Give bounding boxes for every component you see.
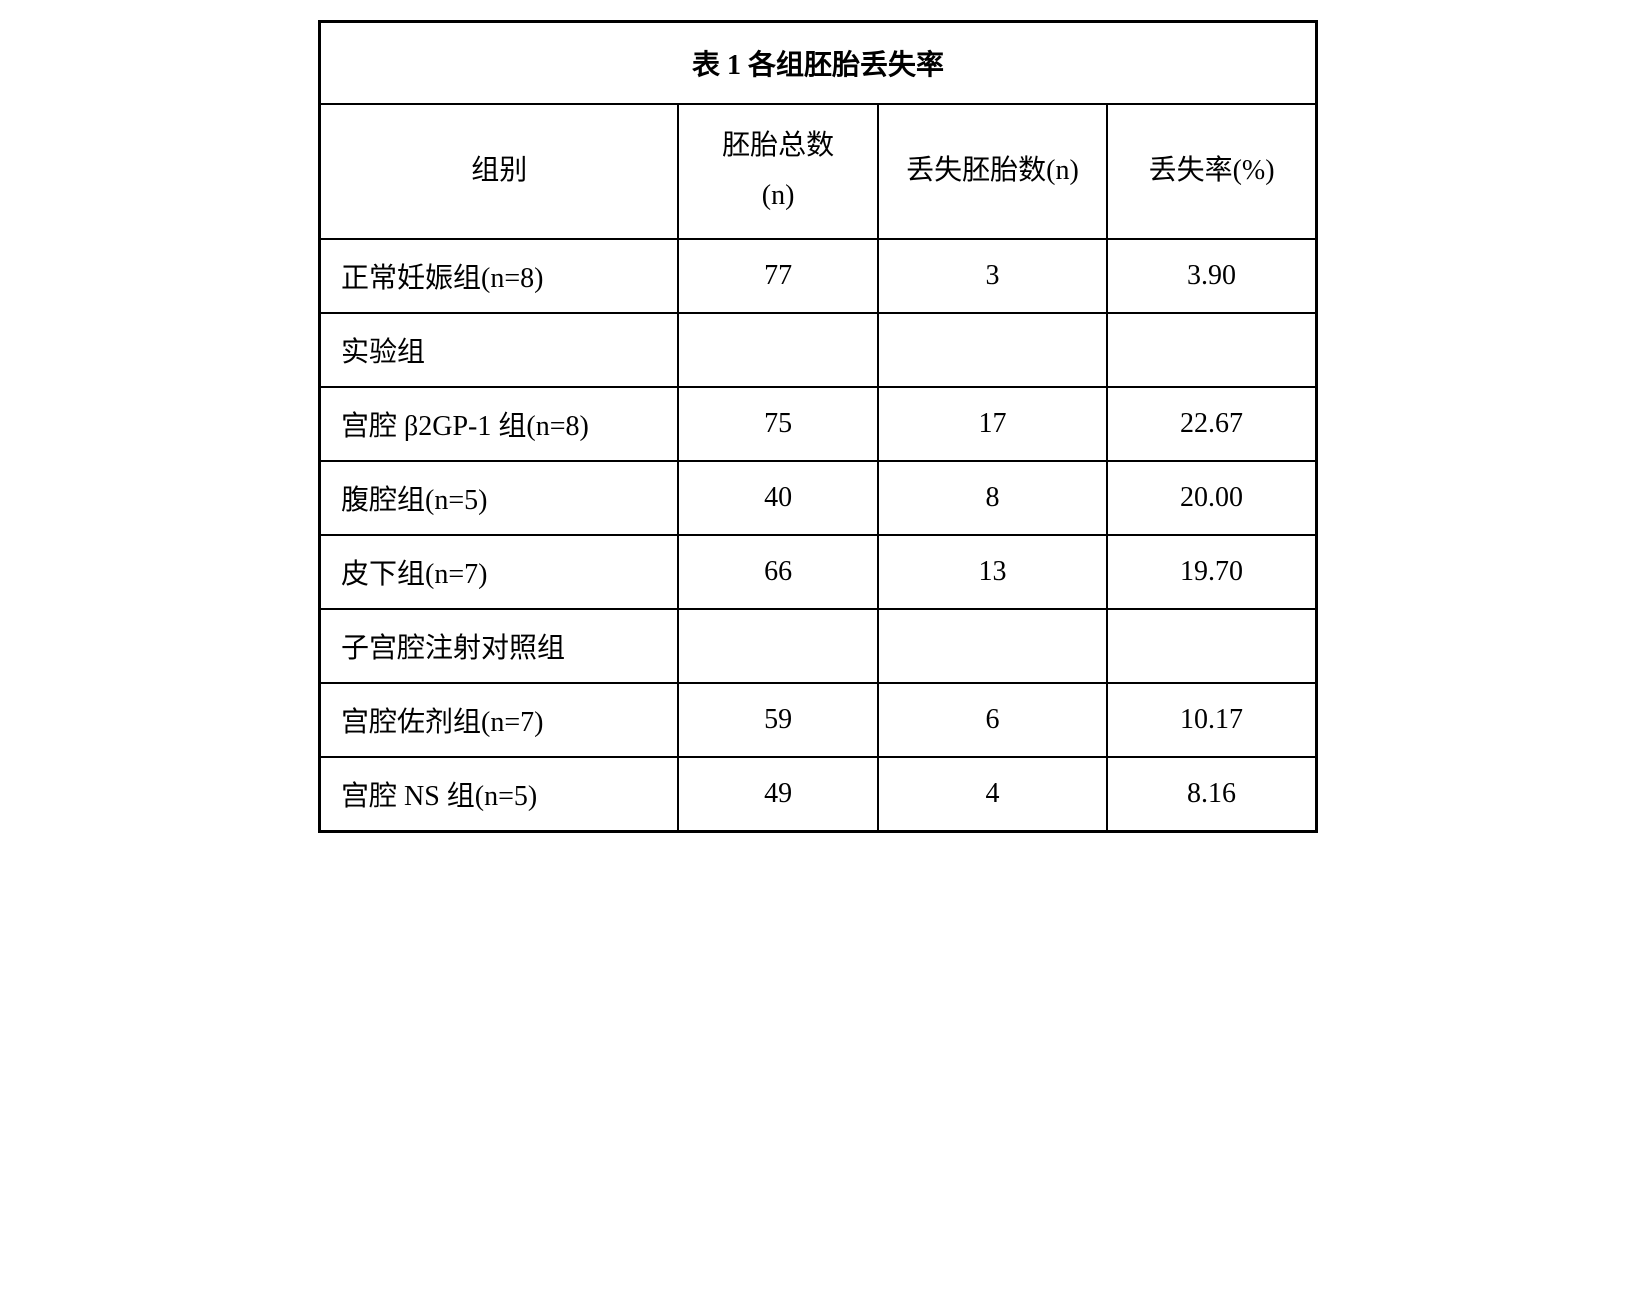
- cell-lost: 4: [878, 757, 1107, 832]
- embryo-loss-table: 表 1 各组胚胎丢失率 组别 胚胎总数(n) 丢失胚胎数(n) 丢失率(%) 正…: [318, 20, 1318, 833]
- table-row: 宫腔佐剂组(n=7) 59 6 10.17: [320, 683, 1317, 757]
- cell-group: 子宫腔注射对照组: [320, 609, 679, 683]
- table-container: 表 1 各组胚胎丢失率 组别 胚胎总数(n) 丢失胚胎数(n) 丢失率(%) 正…: [318, 20, 1318, 833]
- cell-lost: 17: [878, 387, 1107, 461]
- cell-total: 40: [678, 461, 877, 535]
- cell-total: [678, 609, 877, 683]
- table-row: 子宫腔注射对照组: [320, 609, 1317, 683]
- cell-rate: [1107, 313, 1316, 387]
- table-row: 宫腔 NS 组(n=5) 49 4 8.16: [320, 757, 1317, 832]
- cell-lost: 3: [878, 239, 1107, 313]
- cell-rate: 22.67: [1107, 387, 1316, 461]
- cell-rate: 19.70: [1107, 535, 1316, 609]
- table-header-row: 组别 胚胎总数(n) 丢失胚胎数(n) 丢失率(%): [320, 104, 1317, 239]
- col-header-total: 胚胎总数(n): [678, 104, 877, 239]
- col-header-lost: 丢失胚胎数(n): [878, 104, 1107, 239]
- cell-total: 66: [678, 535, 877, 609]
- cell-total: 75: [678, 387, 877, 461]
- col-header-rate: 丢失率(%): [1107, 104, 1316, 239]
- cell-lost: 8: [878, 461, 1107, 535]
- cell-group: 宫腔 β2GP-1 组(n=8): [320, 387, 679, 461]
- table-row: 宫腔 β2GP-1 组(n=8) 75 17 22.67: [320, 387, 1317, 461]
- cell-rate: 3.90: [1107, 239, 1316, 313]
- cell-rate: 20.00: [1107, 461, 1316, 535]
- cell-total: 77: [678, 239, 877, 313]
- table-row: 正常妊娠组(n=8) 77 3 3.90: [320, 239, 1317, 313]
- cell-group: 正常妊娠组(n=8): [320, 239, 679, 313]
- cell-group: 宫腔佐剂组(n=7): [320, 683, 679, 757]
- cell-total: [678, 313, 877, 387]
- cell-group: 实验组: [320, 313, 679, 387]
- cell-lost: [878, 313, 1107, 387]
- cell-rate: [1107, 609, 1316, 683]
- cell-total: 59: [678, 683, 877, 757]
- table-row: 腹腔组(n=5) 40 8 20.00: [320, 461, 1317, 535]
- cell-group: 腹腔组(n=5): [320, 461, 679, 535]
- table-row: 皮下组(n=7) 66 13 19.70: [320, 535, 1317, 609]
- cell-lost: 6: [878, 683, 1107, 757]
- table-title-row: 表 1 各组胚胎丢失率: [320, 22, 1317, 105]
- cell-total: 49: [678, 757, 877, 832]
- table-row: 实验组: [320, 313, 1317, 387]
- cell-rate: 10.17: [1107, 683, 1316, 757]
- cell-group: 宫腔 NS 组(n=5): [320, 757, 679, 832]
- cell-group: 皮下组(n=7): [320, 535, 679, 609]
- cell-rate: 8.16: [1107, 757, 1316, 832]
- cell-lost: [878, 609, 1107, 683]
- cell-lost: 13: [878, 535, 1107, 609]
- table-title: 表 1 各组胚胎丢失率: [320, 22, 1317, 105]
- col-header-group: 组别: [320, 104, 679, 239]
